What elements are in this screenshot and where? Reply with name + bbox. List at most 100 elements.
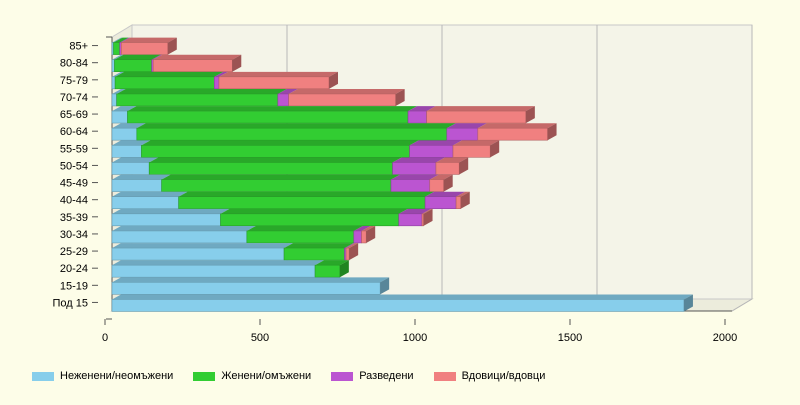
bar-segment bbox=[446, 127, 479, 141]
bar-top bbox=[115, 71, 224, 77]
bar-top bbox=[218, 71, 338, 77]
bar-end bbox=[380, 277, 390, 295]
bar-segment bbox=[421, 213, 424, 227]
bar-segment bbox=[361, 230, 367, 244]
bar-segment bbox=[220, 213, 400, 227]
bar-top bbox=[361, 225, 376, 231]
x-tick-label: 2000 bbox=[713, 332, 737, 344]
bar-top bbox=[456, 191, 470, 197]
bar-top bbox=[112, 88, 126, 94]
bar-top bbox=[214, 71, 228, 77]
bar-segment bbox=[477, 127, 548, 141]
bar-top bbox=[153, 54, 242, 60]
bar-top bbox=[429, 174, 453, 180]
bar-end bbox=[395, 88, 405, 106]
category-label: 45-49 bbox=[60, 178, 88, 190]
bar-end bbox=[460, 191, 470, 209]
bar-segment bbox=[111, 264, 316, 278]
bar-top bbox=[119, 37, 131, 43]
bar-top bbox=[112, 243, 294, 249]
category-label: 55-59 bbox=[60, 143, 88, 155]
bar-segment bbox=[246, 230, 355, 244]
bar-segment bbox=[121, 42, 169, 55]
bar-top bbox=[398, 208, 431, 214]
bar-segment bbox=[314, 264, 341, 278]
bar-segment bbox=[407, 110, 427, 124]
bar-segment bbox=[141, 145, 410, 158]
bar-top bbox=[112, 106, 137, 112]
bar-top bbox=[112, 140, 151, 146]
bar-top bbox=[409, 140, 462, 146]
bar-top bbox=[116, 88, 287, 94]
legend-swatch-married bbox=[193, 371, 216, 381]
bar-end bbox=[366, 225, 376, 243]
bar-top bbox=[422, 208, 433, 214]
category-label: 85+ bbox=[69, 41, 88, 53]
category-label: 65-69 bbox=[60, 109, 88, 121]
bar-top bbox=[453, 140, 500, 146]
bar-segment bbox=[136, 127, 448, 141]
bar-top bbox=[391, 174, 439, 180]
bar-segment bbox=[218, 76, 330, 90]
floor-gridline bbox=[731, 298, 753, 312]
bar-segment bbox=[455, 196, 462, 209]
legend-swatch-widowed bbox=[433, 371, 456, 381]
category-label: 25-29 bbox=[60, 246, 88, 258]
bar-end bbox=[232, 54, 242, 72]
category-label: 20-24 bbox=[60, 263, 88, 275]
bar-top bbox=[121, 37, 177, 43]
bar-segment bbox=[435, 162, 460, 175]
bar-top bbox=[112, 157, 159, 163]
bar-segment bbox=[161, 179, 392, 192]
bar-segment bbox=[353, 230, 362, 244]
bar-segment bbox=[111, 282, 381, 295]
bar-top bbox=[246, 225, 363, 231]
category-label: 80-84 bbox=[60, 58, 88, 70]
bar-top bbox=[112, 191, 188, 197]
bar-top bbox=[446, 123, 487, 129]
category-label: 30-34 bbox=[60, 229, 88, 241]
bar-top bbox=[344, 243, 356, 249]
bar-end bbox=[525, 106, 535, 124]
bar-top bbox=[425, 191, 466, 197]
bar-segment bbox=[111, 247, 285, 261]
bar-end bbox=[683, 294, 693, 312]
bar-segment bbox=[178, 196, 426, 209]
bar-end bbox=[547, 123, 557, 141]
bar-segment bbox=[111, 162, 150, 175]
bar-top bbox=[149, 157, 402, 163]
bar-segment bbox=[392, 162, 437, 175]
bar-end bbox=[490, 140, 500, 158]
legend-item-married: Женени/омъжени bbox=[193, 370, 311, 382]
category-label: 75-79 bbox=[60, 75, 88, 87]
bar-top bbox=[112, 37, 123, 43]
bar-top bbox=[477, 123, 557, 129]
category-label: Под 15 bbox=[53, 297, 89, 309]
bar-segment bbox=[111, 179, 162, 192]
bar-top bbox=[112, 54, 124, 60]
legend-label-divorced: Разведени bbox=[359, 370, 414, 382]
x-tick-label: 1000 bbox=[403, 332, 427, 344]
bar-end bbox=[167, 37, 177, 55]
bar-segment bbox=[288, 93, 396, 107]
x-tick-label: 500 bbox=[251, 332, 269, 344]
bar-segment bbox=[452, 145, 491, 158]
bar-segment bbox=[111, 110, 128, 124]
bar-top bbox=[288, 88, 405, 94]
bar-segment bbox=[345, 247, 350, 261]
bar-segment bbox=[111, 230, 248, 244]
category-label: 35-39 bbox=[60, 212, 88, 224]
category-label: 15-19 bbox=[60, 280, 88, 292]
legend-item-divorced: Разведени bbox=[331, 370, 414, 382]
bar-top bbox=[141, 140, 419, 146]
bar-end bbox=[423, 208, 433, 226]
bar-segment bbox=[111, 213, 221, 227]
bar-top bbox=[426, 106, 535, 112]
bar-top bbox=[112, 260, 325, 266]
bar-top bbox=[114, 54, 161, 60]
bar-top bbox=[178, 191, 435, 197]
bar-segment bbox=[116, 93, 279, 107]
bar-top bbox=[112, 225, 256, 231]
bar-segment bbox=[111, 145, 142, 158]
